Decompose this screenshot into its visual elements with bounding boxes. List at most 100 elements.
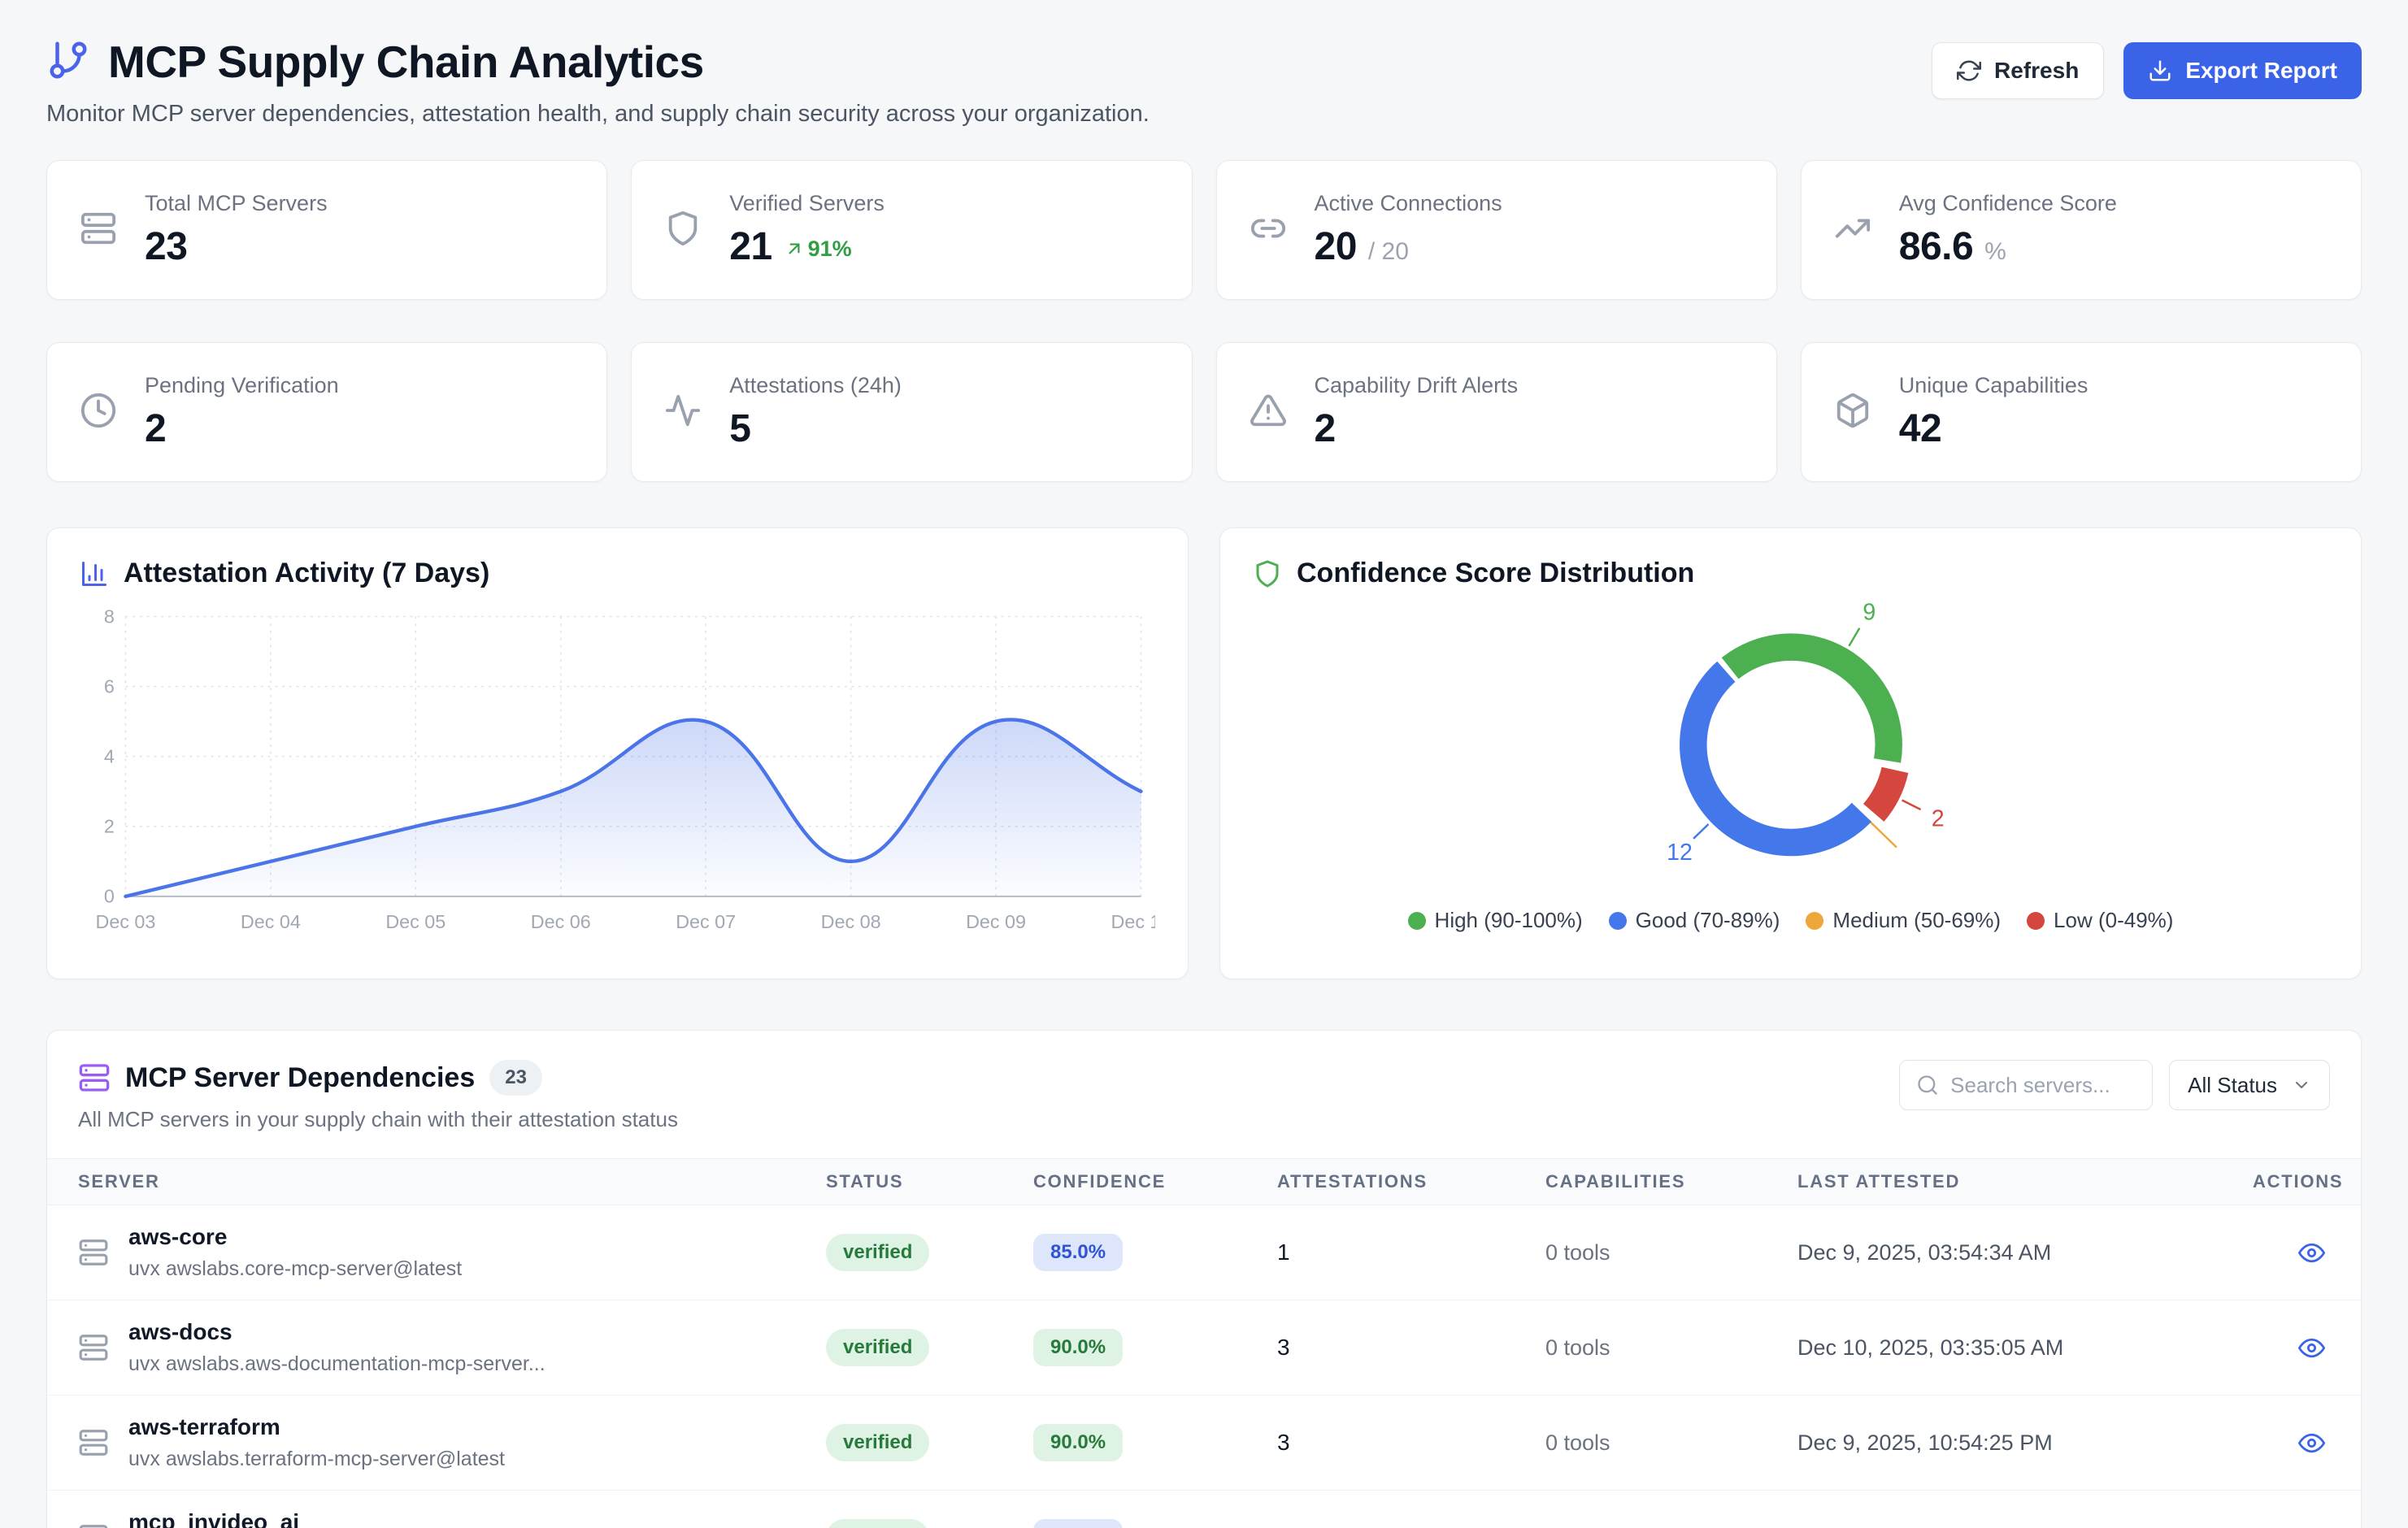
stat-suffix: % bbox=[1984, 238, 2006, 265]
page-header: MCP Supply Chain Analytics Monitor MCP s… bbox=[46, 36, 2362, 128]
header-actions: Refresh Export Report bbox=[1932, 42, 2362, 99]
stat-card-total-servers: Total MCP Servers 23 bbox=[46, 160, 608, 300]
server-cell: aws-core uvx awslabs.core-mcp-server@lat… bbox=[78, 1224, 826, 1281]
col-server: SERVER bbox=[78, 1171, 160, 1192]
legend-dot bbox=[1608, 911, 1627, 930]
stat-value: 2 bbox=[145, 407, 167, 450]
view-details-button[interactable] bbox=[2293, 1235, 2330, 1271]
stats-grid: Total MCP Servers 23 Verified Servers 21… bbox=[46, 160, 2362, 482]
svg-text:4: 4 bbox=[104, 745, 115, 766]
legend-dot bbox=[1806, 911, 1824, 930]
svg-text:2: 2 bbox=[1932, 805, 1945, 831]
stat-label: Pending Verification bbox=[145, 373, 339, 397]
server-name: mcp_invideo_ai bbox=[128, 1509, 300, 1528]
refresh-label: Refresh bbox=[1994, 58, 2080, 83]
col-status: STATUS bbox=[826, 1171, 904, 1192]
page-title: MCP Supply Chain Analytics bbox=[108, 37, 704, 87]
bar-chart-icon bbox=[82, 561, 106, 586]
status-filter-select[interactable]: All Status bbox=[2169, 1060, 2330, 1110]
view-details-button[interactable] bbox=[2293, 1520, 2330, 1528]
eye-icon bbox=[2298, 1243, 2325, 1262]
alert-triangle-icon bbox=[1250, 392, 1287, 433]
stat-value: 20 bbox=[1314, 225, 1358, 268]
svg-text:6: 6 bbox=[104, 675, 115, 697]
table-row[interactable]: aws-docs uvx awslabs.aws-documentation-m… bbox=[47, 1300, 2361, 1396]
trend-indicator: 91% bbox=[784, 237, 852, 262]
attestation-activity-chart: 0 2 4 6 8 Dec 03 Dec 04 Dec 05 Dec 06 Dec 07 Dec 0… bbox=[95, 606, 1155, 932]
refresh-icon bbox=[1957, 60, 1982, 81]
table-row[interactable]: aws-terraform uvx awslabs.terraform-mcp-… bbox=[47, 1396, 2361, 1491]
table-column-headers: SERVER STATUS CONFIDENCE ATTESTATIONS CA… bbox=[47, 1158, 2361, 1205]
confidence-distribution-card: Confidence Score Distribution 9 2 12 High … bbox=[1219, 527, 2362, 979]
legend-item[interactable]: Good (70-89%) bbox=[1608, 908, 1780, 933]
confidence-badge: 80.0% bbox=[1033, 1519, 1124, 1528]
page-subtitle: Monitor MCP server dependencies, attesta… bbox=[46, 101, 1150, 127]
last-attested: Dec 9, 2025, 10:54:25 PM bbox=[1797, 1430, 2053, 1455]
table-subtitle: All MCP servers in your supply chain wit… bbox=[78, 1107, 678, 1131]
legend-dot bbox=[1407, 911, 1426, 930]
search-icon bbox=[1918, 1075, 1937, 1095]
server-icon bbox=[79, 1064, 110, 1092]
col-confidence: CONFIDENCE bbox=[1033, 1171, 1167, 1192]
server-cell: mcp_invideo_ai npx mcp-remote https://mc… bbox=[78, 1509, 826, 1528]
status-filter-value: All Status bbox=[2188, 1072, 2277, 1097]
search-input[interactable] bbox=[1950, 1072, 2136, 1098]
confidence-badge: 90.0% bbox=[1033, 1424, 1124, 1461]
view-details-button[interactable] bbox=[2293, 1330, 2330, 1366]
svg-text:8: 8 bbox=[104, 606, 115, 627]
status-badge: verified bbox=[826, 1234, 930, 1271]
svg-text:Dec 07: Dec 07 bbox=[676, 911, 736, 932]
table-body: aws-core uvx awslabs.core-mcp-server@lat… bbox=[47, 1205, 2361, 1528]
eye-icon bbox=[2298, 1338, 2325, 1357]
stat-label: Capability Drift Alerts bbox=[1314, 373, 1519, 397]
svg-text:0: 0 bbox=[104, 886, 115, 907]
legend-item[interactable]: High (90-100%) bbox=[1407, 908, 1583, 933]
svg-text:Dec 06: Dec 06 bbox=[531, 911, 591, 932]
svg-text:Dec 04: Dec 04 bbox=[241, 911, 301, 932]
stat-card-avg-confidence: Avg Confidence Score 86.6 % bbox=[1800, 160, 2362, 300]
search-box[interactable] bbox=[1899, 1060, 2154, 1110]
activity-icon bbox=[664, 392, 702, 433]
refresh-button[interactable]: Refresh bbox=[1932, 42, 2105, 99]
stat-value: 42 bbox=[1898, 407, 1942, 450]
legend-label: Medium (50-69%) bbox=[1832, 908, 2002, 933]
server-dependencies-card: MCP Server Dependencies 23 All MCP serve… bbox=[46, 1030, 2362, 1528]
confidence-badge: 85.0% bbox=[1033, 1234, 1124, 1271]
server-name: aws-core bbox=[128, 1224, 228, 1249]
view-details-button[interactable] bbox=[2293, 1425, 2330, 1461]
legend-label: High (90-100%) bbox=[1434, 908, 1583, 933]
stat-value: 2 bbox=[1314, 407, 1337, 450]
stat-card-drift-alerts: Capability Drift Alerts 2 bbox=[1215, 342, 1777, 482]
stat-label: Attestations (24h) bbox=[729, 373, 902, 397]
download-icon bbox=[2149, 60, 2171, 81]
stat-card-unique-capabilities: Unique Capabilities 42 bbox=[1800, 342, 2362, 482]
shield-icon bbox=[1256, 560, 1279, 587]
col-attestations: ATTESTATIONS bbox=[1277, 1171, 1428, 1192]
stat-label: Unique Capabilities bbox=[1898, 373, 2089, 397]
table-row[interactable]: aws-core uvx awslabs.core-mcp-server@lat… bbox=[47, 1205, 2361, 1300]
eye-icon bbox=[2298, 1525, 2325, 1528]
attestations-count: 3 bbox=[1277, 1335, 1290, 1360]
legend-item[interactable]: Low (0-49%) bbox=[2027, 908, 2173, 933]
chart-title: Confidence Score Distribution bbox=[1297, 558, 1695, 588]
legend-item[interactable]: Medium (50-69%) bbox=[1806, 908, 2001, 933]
svg-text:Dec 09: Dec 09 bbox=[966, 911, 1026, 932]
col-actions: ACTIONS bbox=[2253, 1171, 2344, 1192]
server-icon bbox=[79, 1525, 108, 1528]
charts-row: Attestation Activity (7 Days) 0 2 4 6 8 Dec 0… bbox=[46, 527, 2362, 979]
server-name: aws-terraform bbox=[128, 1414, 280, 1439]
table-row[interactable]: mcp_invideo_ai npx mcp-remote https://mc… bbox=[47, 1491, 2361, 1528]
stat-card-pending-verification: Pending Verification 2 bbox=[46, 342, 608, 482]
legend-label: Low (0-49%) bbox=[2054, 908, 2174, 933]
server-icon bbox=[79, 1239, 108, 1265]
server-icon bbox=[80, 210, 117, 251]
export-report-button[interactable]: Export Report bbox=[2123, 42, 2362, 99]
status-badge: verified bbox=[826, 1329, 930, 1366]
table-controls: All Status bbox=[1899, 1060, 2330, 1110]
server-cell: aws-terraform uvx awslabs.terraform-mcp-… bbox=[78, 1414, 826, 1471]
server-command: uvx awslabs.aws-documentation-mcp-server… bbox=[128, 1352, 545, 1375]
capabilities-count: 0 tools bbox=[1545, 1526, 1797, 1528]
server-icon bbox=[79, 1335, 108, 1361]
git-branch-icon bbox=[46, 38, 90, 86]
